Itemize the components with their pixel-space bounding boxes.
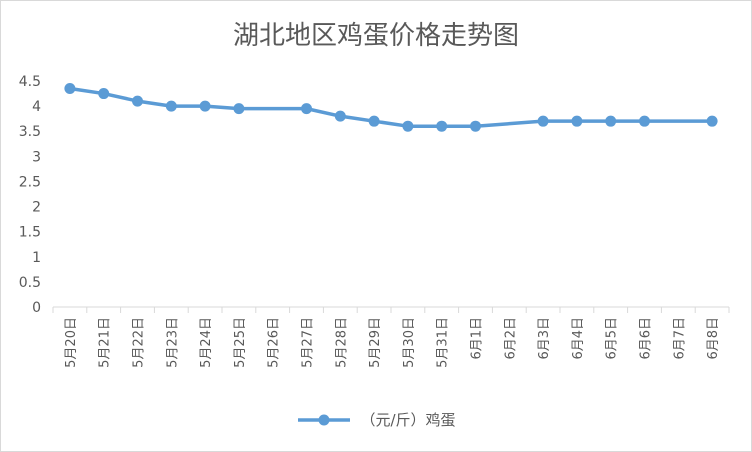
data-point xyxy=(98,88,110,100)
data-point xyxy=(470,120,481,132)
x-tick-label: 5月20日 xyxy=(64,317,79,368)
x-tick-label: 6月8日 xyxy=(706,317,721,360)
series-layer xyxy=(64,83,718,132)
data-point xyxy=(368,115,380,127)
x-tick-label: 5月31日 xyxy=(436,317,451,368)
data-point xyxy=(537,115,549,127)
data-point xyxy=(605,115,617,127)
data-point xyxy=(165,100,177,112)
data-point xyxy=(199,100,211,112)
line-chart: 0 0.5 1 1.5 2 2.5 3 3.5 4 4.5 5月20日 5月21日 5月22日 5月23… xyxy=(19,74,730,368)
y-tick-label: 2 xyxy=(32,200,41,216)
data-point xyxy=(301,103,312,115)
y-tick-label: 1 xyxy=(32,250,41,266)
y-axis-ticks: 0 0.5 1 1.5 2 2.5 3 3.5 4 4.5 xyxy=(19,74,41,316)
axes xyxy=(52,306,730,313)
legend: （元/斤）鸡蛋 xyxy=(1,409,751,430)
data-point xyxy=(132,95,143,107)
y-tick-label: 2.5 xyxy=(19,174,41,190)
y-tick-label: 3 xyxy=(32,149,41,165)
data-point xyxy=(436,120,448,132)
x-tick-label: 6月5日 xyxy=(605,317,620,360)
data-point xyxy=(639,115,650,127)
x-tick-label: 5月30日 xyxy=(402,317,417,368)
x-tick-label: 5月27日 xyxy=(301,317,316,368)
y-tick-label: 0 xyxy=(32,300,41,316)
x-tick-label: 6月4日 xyxy=(571,317,586,360)
x-tick-label: 5月23日 xyxy=(165,317,180,368)
data-point xyxy=(334,110,346,122)
y-tick-label: 0.5 xyxy=(19,275,41,291)
x-tick-label: 5月24日 xyxy=(199,317,214,368)
x-axis-ticks: 5月20日 5月21日 5月22日 5月23日 5月24日 5月25日 5月26日 5月27日… xyxy=(64,317,721,368)
x-tick-label: 6月3日 xyxy=(537,317,552,360)
data-point xyxy=(64,83,76,95)
y-tick-label: 4 xyxy=(32,99,41,115)
chart-title: 湖北地区鸡蛋价格走势图 xyxy=(232,21,519,51)
data-point xyxy=(402,120,414,132)
legend-marker xyxy=(298,414,351,425)
x-tick-label: 5月22日 xyxy=(132,317,147,368)
data-point xyxy=(233,103,245,115)
legend-label: （元/斤）鸡蛋 xyxy=(360,411,456,429)
x-tick-label: 5月25日 xyxy=(233,317,248,368)
x-tick-label: 5月21日 xyxy=(98,317,113,368)
x-tick-label: 6月7日 xyxy=(672,317,687,360)
x-tick-label: 6月1日 xyxy=(470,317,485,360)
x-tick-label: 5月28日 xyxy=(334,317,349,368)
x-tick-label: 5月29日 xyxy=(368,317,383,368)
y-tick-label: 1.5 xyxy=(19,225,41,241)
data-point xyxy=(571,115,583,127)
data-point xyxy=(706,115,718,127)
y-tick-label: 4.5 xyxy=(19,74,41,90)
x-tick-label: 6月2日 xyxy=(503,317,518,360)
x-tick-label: 5月26日 xyxy=(267,317,282,368)
x-tick-label: 6月6日 xyxy=(639,317,654,360)
y-tick-label: 3.5 xyxy=(19,124,41,140)
